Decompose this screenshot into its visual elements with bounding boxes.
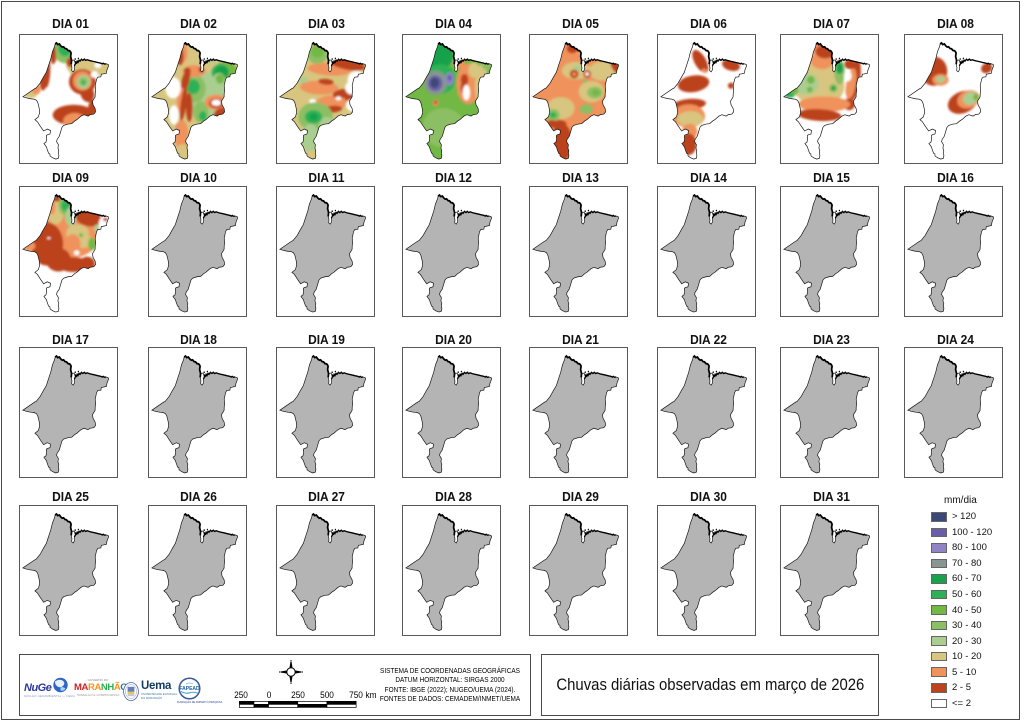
svg-text:FAPEAD: FAPEAD	[179, 686, 200, 692]
